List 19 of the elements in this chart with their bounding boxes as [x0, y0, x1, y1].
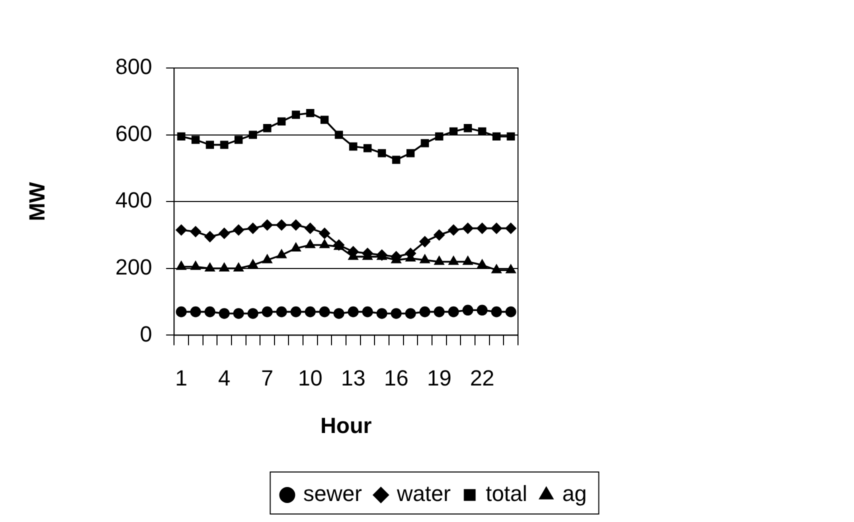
y-tick-label: 600: [115, 120, 152, 146]
legend-label: water: [396, 481, 451, 506]
x-tick-label: 7: [261, 365, 274, 390]
y-tick-label: 800: [115, 54, 152, 80]
x-tick-label: 22: [470, 365, 494, 390]
x-tick-label: 10: [298, 365, 322, 390]
y-tick-label: 400: [115, 188, 152, 213]
legend-label: sewer: [303, 481, 362, 506]
x-tick-label: 13: [340, 365, 366, 390]
legend-label: total: [486, 481, 528, 506]
x-tick-label: 4: [218, 365, 230, 390]
x-tick-label: 1: [175, 365, 188, 390]
y-tick-label: 200: [115, 254, 152, 280]
y-axis-title: MW: [24, 182, 50, 222]
x-axis-title: Hour: [320, 412, 372, 438]
y-tick-label: 0: [140, 321, 152, 346]
x-tick-label: 16: [384, 365, 408, 390]
x-tick-label: 19: [426, 365, 452, 390]
legend-label: ag: [562, 481, 587, 506]
